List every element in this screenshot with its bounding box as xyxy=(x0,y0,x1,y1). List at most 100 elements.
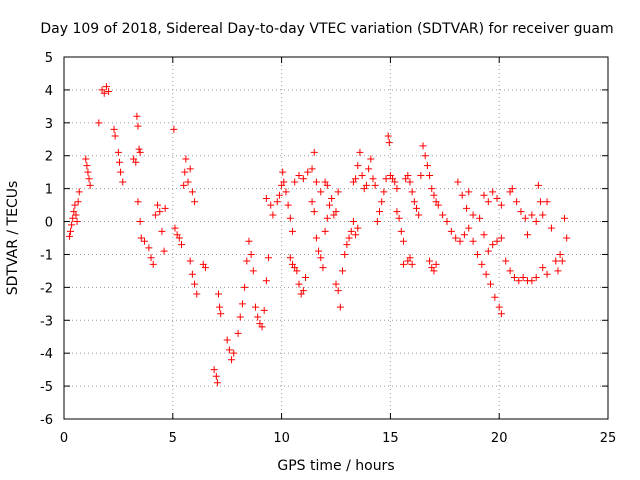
data-point xyxy=(506,267,514,275)
data-point xyxy=(376,208,384,216)
data-point xyxy=(362,181,370,189)
y-tick-label: -6 xyxy=(40,413,53,428)
data-point xyxy=(181,168,189,176)
data-point xyxy=(426,257,434,265)
data-point xyxy=(560,214,568,222)
data-point xyxy=(478,260,486,268)
data-point xyxy=(319,264,327,272)
data-point xyxy=(141,237,149,245)
data-point xyxy=(156,208,164,216)
data-point xyxy=(100,89,108,97)
data-point xyxy=(275,191,283,199)
data-point xyxy=(69,214,77,222)
data-point xyxy=(160,247,168,255)
data-point xyxy=(484,247,492,255)
data-point xyxy=(216,303,224,311)
data-point xyxy=(480,231,488,239)
data-point xyxy=(295,280,303,288)
data-point xyxy=(68,221,76,229)
data-point xyxy=(67,227,75,235)
data-point xyxy=(408,188,416,196)
data-point xyxy=(210,366,218,374)
data-point xyxy=(465,188,473,196)
data-point xyxy=(439,211,447,219)
data-point xyxy=(484,198,492,206)
data-point xyxy=(282,188,290,196)
y-tick-label: -4 xyxy=(40,347,53,362)
data-point xyxy=(317,188,325,196)
data-point xyxy=(260,306,268,314)
data-point xyxy=(528,277,536,285)
data-point xyxy=(508,185,516,193)
data-point xyxy=(171,224,179,232)
data-point xyxy=(365,165,373,173)
data-point xyxy=(323,214,331,222)
data-point xyxy=(288,227,296,235)
data-point xyxy=(308,198,316,206)
data-point xyxy=(308,165,316,173)
data-point xyxy=(273,198,281,206)
data-point xyxy=(352,231,360,239)
data-point xyxy=(334,188,342,196)
data-point xyxy=(378,198,386,206)
data-point xyxy=(367,155,375,163)
data-point xyxy=(491,293,499,301)
data-point xyxy=(115,158,123,166)
data-point xyxy=(486,280,494,288)
data-point xyxy=(336,303,344,311)
data-point xyxy=(419,142,427,150)
data-point xyxy=(238,300,246,308)
data-point xyxy=(456,237,464,245)
data-point xyxy=(382,175,390,183)
data-point xyxy=(489,188,497,196)
data-point xyxy=(223,336,231,344)
data-point xyxy=(293,267,301,275)
data-point xyxy=(95,119,103,127)
data-point xyxy=(341,250,349,258)
data-point xyxy=(191,198,199,206)
data-point xyxy=(158,227,166,235)
data-point xyxy=(430,267,438,275)
data-point xyxy=(191,280,199,288)
data-point xyxy=(421,152,429,160)
data-point xyxy=(291,178,299,186)
data-point xyxy=(71,201,79,209)
data-point xyxy=(423,162,431,170)
data-point xyxy=(262,277,270,285)
x-tick-label: 0 xyxy=(60,431,68,446)
data-point xyxy=(75,188,83,196)
data-point xyxy=(325,201,333,209)
data-point xyxy=(380,188,388,196)
y-axis-ticks: -6 -5 -4 -3 -2 -1 0 1 2 3 4 5 xyxy=(40,51,608,428)
data-point xyxy=(85,175,93,183)
data-point xyxy=(469,237,477,245)
data-point xyxy=(254,313,262,321)
data-point xyxy=(72,211,80,219)
data-point xyxy=(539,264,547,272)
data-point xyxy=(493,237,501,245)
data-point xyxy=(547,224,555,232)
data-point xyxy=(186,257,194,265)
data-point xyxy=(334,287,342,295)
data-point xyxy=(417,171,425,179)
data-point xyxy=(286,254,294,262)
data-point xyxy=(323,181,331,189)
data-point xyxy=(356,148,364,156)
data-point xyxy=(175,234,183,242)
data-point xyxy=(74,198,82,206)
data-point xyxy=(473,250,481,258)
x-tick-label: 10 xyxy=(273,431,290,446)
data-point xyxy=(332,280,340,288)
data-point xyxy=(258,323,266,331)
data-point xyxy=(391,178,399,186)
data-point xyxy=(86,181,94,189)
data-point xyxy=(410,198,418,206)
data-point xyxy=(404,171,412,179)
data-point xyxy=(188,188,196,196)
data-point xyxy=(521,214,529,222)
data-point xyxy=(295,171,303,179)
data-point xyxy=(321,227,329,235)
data-point xyxy=(249,267,257,275)
data-point xyxy=(83,162,91,170)
x-axis-ticks: 0 5 10 15 20 25 xyxy=(60,57,616,446)
